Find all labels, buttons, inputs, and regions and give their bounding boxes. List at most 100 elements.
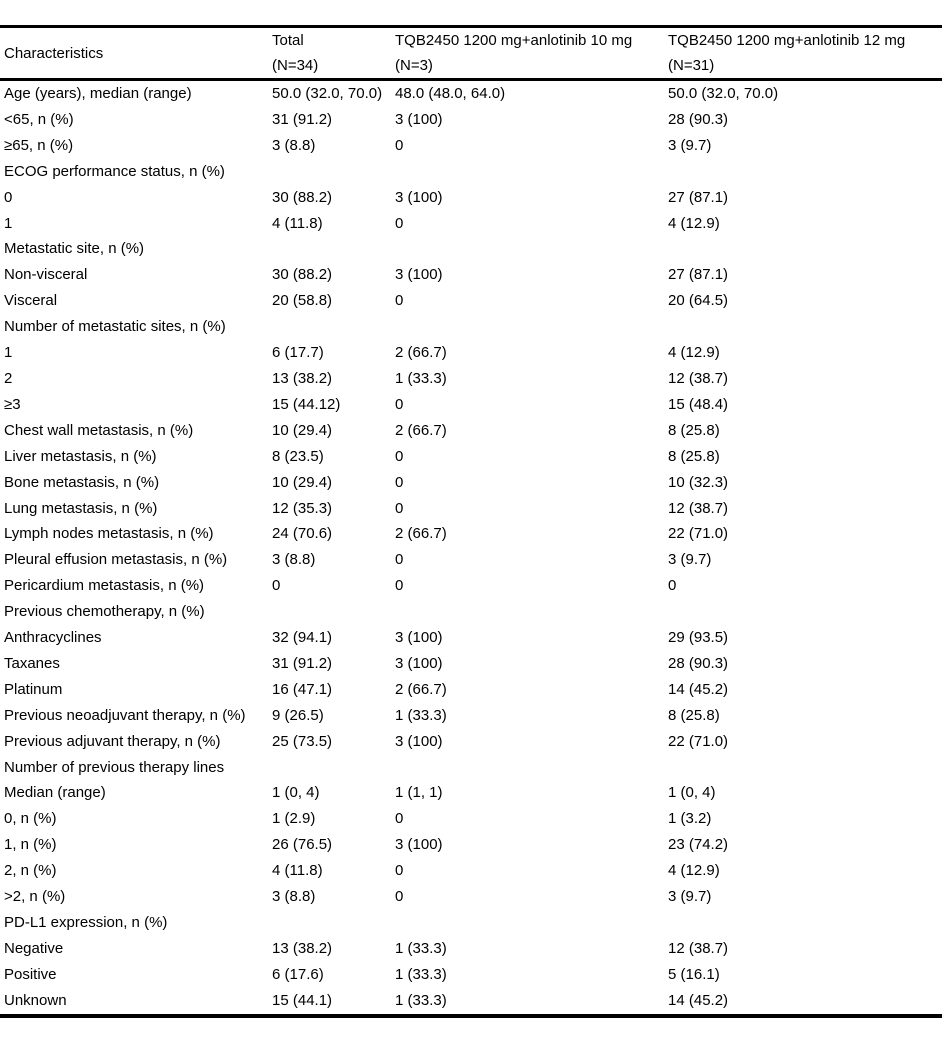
header-characteristics: Characteristics (0, 26, 268, 81)
table-row: ≥3 15 (44.12) 0 15 (48.4) (0, 392, 942, 418)
cell-label: 1 (4, 344, 13, 362)
cell-total: 13 (38.2) (272, 939, 333, 957)
cell-label: Previous neoadjuvant therapy, n (%) (4, 706, 246, 724)
table-header: Characteristics Total (N=34) TQB2450 120… (0, 26, 942, 81)
header-label: TQB2450 1200 mg+anlotinib 12 mg (668, 32, 906, 49)
cell-label: Pericardium metastasis, n (%) (4, 577, 205, 595)
cell-total: 10 (29.4) (272, 421, 333, 439)
cell-arm12: 8 (25.8) (668, 447, 720, 465)
table-row: 2 13 (38.2) 1 (33.3) 12 (38.7) (0, 366, 942, 392)
table-row: Positive 6 (17.6) 1 (33.3) 5 (16.1) (0, 962, 942, 988)
cell-label: Median (range) (4, 784, 106, 802)
cell-total (268, 159, 391, 185)
cell-arm10: 3 (100) (395, 836, 443, 854)
cell-total: 16 (47.1) (272, 680, 333, 698)
cell-total (268, 314, 391, 340)
cell-arm10 (391, 314, 664, 340)
cell-total: 30 (88.2) (272, 188, 333, 206)
table-row: Previous chemotherapy, n (%) (0, 599, 942, 625)
cell-label: ≥65, n (%) (4, 136, 74, 154)
header-total: Total (N=34) (268, 26, 391, 81)
cell-label: Bone metastasis, n (%) (4, 473, 160, 491)
characteristics-table: Characteristics Total (N=34) TQB2450 120… (0, 25, 942, 1018)
cell-arm10: 3 (100) (395, 732, 443, 750)
cell-arm12: 12 (38.7) (668, 939, 729, 957)
cell-arm10: 1 (33.3) (395, 939, 447, 957)
table-row: 0 30 (88.2) 3 (100) 27 (87.1) (0, 185, 942, 211)
header-label: Total (272, 32, 304, 49)
table-row: Number of metastatic sites, n (%) (0, 314, 942, 340)
cell-label: ECOG performance status, n (%) (4, 162, 225, 180)
table-row: Anthracyclines 32 (94.1) 3 (100) 29 (93.5) (0, 625, 942, 651)
table-row: Previous neoadjuvant therapy, n (%) 9 (26… (0, 703, 942, 729)
cell-arm12 (664, 910, 942, 936)
cell-total: 20 (58.8) (272, 292, 333, 310)
cell-label: Previous chemotherapy, n (%) (4, 603, 205, 621)
cell-arm12: 12 (38.7) (668, 499, 729, 517)
cell-label: 0 (4, 188, 13, 206)
cell-arm12: 28 (90.3) (668, 110, 729, 128)
cell-arm12: 8 (25.8) (668, 706, 720, 724)
table-row: ECOG performance status, n (%) (0, 159, 942, 185)
table-row: 0, n (%) 1 (2.9) 0 1 (3.2) (0, 806, 942, 832)
header-arm-10mg: TQB2450 1200 mg+anlotinib 10 mg (N=3) (391, 26, 664, 81)
cell-arm12: 0 (668, 577, 677, 595)
cell-label: Lung metastasis, n (%) (4, 499, 158, 517)
cell-total: 4 (11.8) (272, 862, 323, 880)
header-n-count: (N=3) (395, 57, 433, 74)
cell-arm10: 2 (66.7) (395, 344, 447, 362)
cell-arm10 (391, 159, 664, 185)
table-row: Bone metastasis, n (%) 10 (29.4) 0 10 (32.3… (0, 470, 942, 496)
cell-total (268, 599, 391, 625)
table-row: 1 4 (11.8) 0 4 (12.9) (0, 211, 942, 237)
cell-total: 15 (44.12) (272, 395, 341, 413)
table-row: PD-L1 expression, n (%) (0, 910, 942, 936)
cell-arm10: 1 (33.3) (395, 991, 447, 1009)
cell-total: 31 (91.2) (272, 654, 333, 672)
cell-arm12 (664, 599, 942, 625)
cell-label: Taxanes (4, 654, 60, 672)
cell-total: 6 (17.7) (272, 344, 324, 362)
cell-total: 1 (0, 4) (272, 784, 320, 802)
cell-total: 25 (73.5) (272, 732, 333, 750)
cell-total: 6 (17.6) (272, 965, 324, 983)
cell-arm12: 12 (38.7) (668, 369, 729, 387)
cell-arm10: 3 (100) (395, 266, 443, 284)
cell-arm10: 0 (395, 577, 404, 595)
cell-arm10: 2 (66.7) (395, 680, 447, 698)
cell-arm10 (391, 755, 664, 781)
cell-arm10: 0 (395, 292, 404, 310)
cell-total: 10 (29.4) (272, 473, 333, 491)
table-row: Platinum 16 (47.1) 2 (66.7) 14 (45.2) (0, 677, 942, 703)
cell-label: ≥3 (4, 395, 21, 413)
cell-arm10: 0 (395, 499, 404, 517)
cell-arm10: 48.0 (48.0, 64.0) (395, 85, 506, 102)
cell-arm10: 1 (33.3) (395, 706, 447, 724)
header-n-count: (N=34) (272, 57, 319, 74)
header-row: Characteristics Total (N=34) TQB2450 120… (0, 26, 942, 81)
header-label: TQB2450 1200 mg+anlotinib 10 mg (395, 32, 633, 49)
cell-total: 24 (70.6) (272, 525, 333, 543)
cell-label: 0, n (%) (4, 810, 57, 828)
table-row: <65, n (%) 31 (91.2) 3 (100) 28 (90.3) (0, 107, 942, 133)
cell-arm12: 3 (9.7) (668, 136, 712, 154)
cell-label: 1, n (%) (4, 836, 57, 854)
cell-label: Metastatic site, n (%) (4, 240, 145, 258)
cell-label: >2, n (%) (4, 888, 66, 906)
cell-label: Age (years), median (range) (4, 85, 192, 102)
cell-arm12 (664, 159, 942, 185)
cell-arm12: 28 (90.3) (668, 654, 729, 672)
cell-total: 30 (88.2) (272, 266, 333, 284)
cell-arm10: 0 (395, 862, 404, 880)
cell-arm12: 4 (12.9) (668, 214, 720, 232)
table-row: >2, n (%) 3 (8.8) 0 3 (9.7) (0, 884, 942, 910)
table-row: ≥65, n (%) 3 (8.8) 0 3 (9.7) (0, 133, 942, 159)
table-row: Taxanes 31 (91.2) 3 (100) 28 (90.3) (0, 651, 942, 677)
table-row: Non-visceral 30 (88.2) 3 (100) 27 (87.1) (0, 262, 942, 288)
table-row: 1 6 (17.7) 2 (66.7) 4 (12.9) (0, 340, 942, 366)
table-row: 1, n (%) 26 (76.5) 3 (100) 23 (74.2) (0, 832, 942, 858)
cell-arm12: 4 (12.9) (668, 344, 720, 362)
cell-label: Number of previous therapy lines (4, 758, 225, 776)
cell-total: 8 (23.5) (272, 447, 324, 465)
